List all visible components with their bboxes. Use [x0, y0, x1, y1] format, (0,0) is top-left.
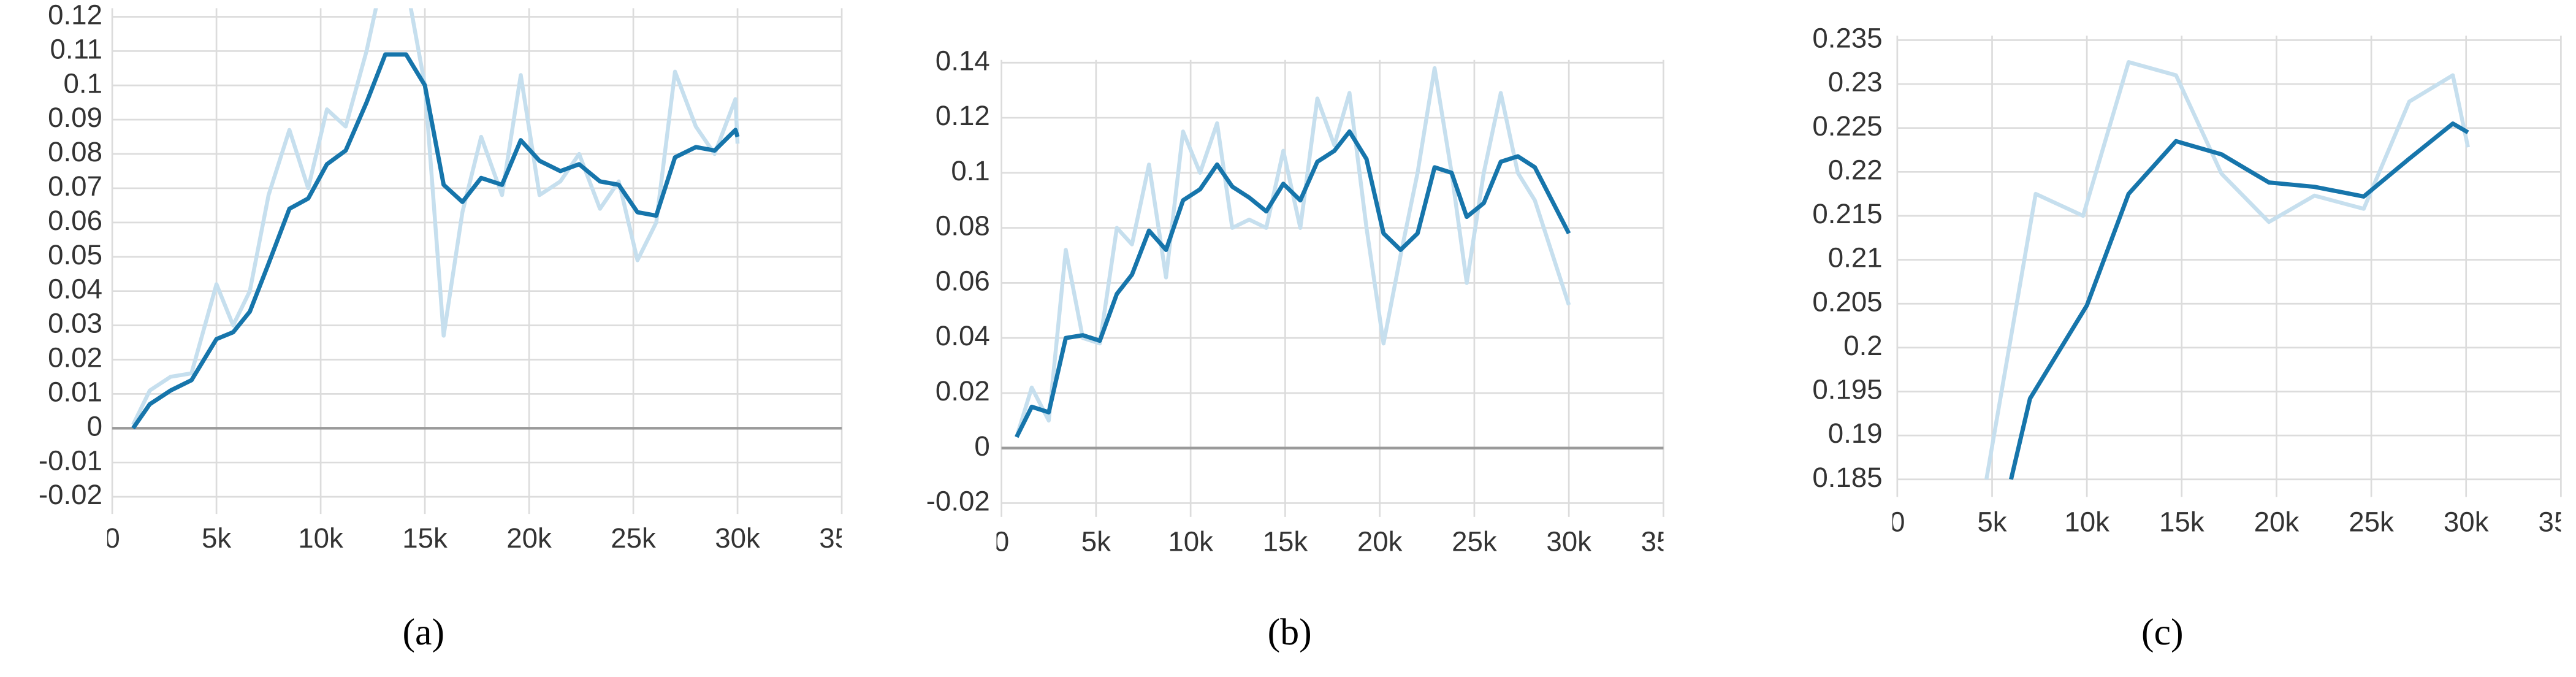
x-tick-labels: 0 5k 10k 15k 20k 25k 30k 35k	[994, 526, 1686, 557]
x-tick-label: 15k	[402, 522, 448, 554]
y-tick-label: 0.01	[48, 376, 102, 407]
x-tick-label: 0	[104, 522, 120, 554]
plot-area	[131, 8, 740, 430]
chart: -0.02-0.0100.010.020.030.040.050.060.070…	[39, 0, 864, 653]
y-tick-label: 0.14	[936, 45, 990, 76]
y-tick-label: 0.195	[1812, 374, 1882, 405]
y-tick-label: 0	[974, 430, 989, 462]
series-line	[1984, 60, 2470, 480]
y-tick-label: 0.23	[1828, 66, 1883, 98]
series-line	[1015, 129, 1571, 438]
x-tick-label: 30k	[2444, 506, 2489, 537]
caption: (a)	[402, 611, 444, 653]
x-tick-label: 25k	[611, 522, 656, 554]
x-tick-label: 35k	[1641, 526, 1686, 557]
caption: (c)	[2141, 611, 2184, 653]
x-tick-label: 10k	[1168, 526, 1213, 557]
y-tick-label: 0.04	[936, 320, 990, 351]
y-tick-label: 0.12	[48, 0, 102, 30]
y-tick-label: 0.1	[64, 67, 102, 99]
y-tick-label: 0.06	[936, 265, 990, 296]
x-tick-label: 5k	[1081, 526, 1111, 557]
grid	[1000, 59, 1664, 517]
x-tick-label: 25k	[2349, 506, 2394, 537]
x-tick-labels: 0 5k 10k 15k 20k 25k 30k 35k	[1889, 506, 2576, 537]
series-line	[131, 52, 740, 430]
y-tick-label: 0.02	[936, 375, 990, 407]
y-tick-label: 0.2	[1843, 330, 1882, 361]
y-tick-label: 0.22	[1828, 154, 1883, 185]
y-tick-label: 0.09	[48, 102, 102, 133]
y-tick-label: 0.12	[936, 100, 990, 131]
y-tick-label: 0.21	[1828, 242, 1883, 273]
y-tick-label: 0.225	[1812, 110, 1882, 142]
y-tick-label: -0.01	[39, 445, 102, 476]
y-tick-label: 0.07	[48, 170, 102, 202]
x-tick-label: 20k	[2254, 506, 2300, 537]
y-tick-label: 0	[87, 410, 102, 442]
y-tick-label: 0.05	[48, 239, 102, 270]
x-tick-label: 35k	[2539, 506, 2576, 537]
x-tick-label: 5k	[202, 522, 231, 554]
y-tick-label: 0.02	[48, 342, 102, 373]
x-tick-label: 30k	[1546, 526, 1591, 557]
y-tick-label: 0.235	[1812, 23, 1882, 54]
series-line	[1015, 66, 1571, 438]
y-tick-label: 0.185	[1812, 462, 1882, 493]
x-tick-labels: 0 5k 10k 15k 20k 25k 30k 35k	[104, 522, 864, 554]
x-tick-label: 0	[994, 526, 1009, 557]
y-tick-label: 0.19	[1828, 418, 1883, 449]
grid	[1896, 36, 2562, 497]
y-tick-label: -0.02	[926, 486, 990, 517]
grid	[111, 8, 843, 514]
y-tick-label: 0.08	[936, 210, 990, 242]
chart: 0.185 0.19 0.195 0.2 0.205 0.21 0.215 0.22 0.225…	[1812, 23, 2576, 653]
series-line	[2009, 121, 2469, 480]
y-tick-label: 0.06	[48, 205, 102, 236]
y-tick-label: 0.03	[48, 308, 102, 339]
x-tick-label: 15k	[2159, 506, 2204, 537]
x-tick-label: 5k	[1977, 506, 2006, 537]
x-tick-label: 20k	[506, 522, 552, 554]
series-line	[131, 8, 740, 426]
x-tick-label: 15k	[1263, 526, 1308, 557]
y-tick-label: 0.1	[951, 155, 989, 186]
y-tick-label: 0.04	[48, 273, 102, 305]
x-tick-label: 25k	[1452, 526, 1497, 557]
y-tick-label: 0.08	[48, 136, 102, 167]
x-tick-label: 20k	[1357, 526, 1403, 557]
y-tick-label: -0.02	[39, 479, 102, 510]
x-tick-label: 10k	[2064, 506, 2109, 537]
y-tick-label: 0.205	[1812, 286, 1882, 317]
x-tick-label: 0	[1889, 506, 1905, 537]
y-tick-label: 0.215	[1812, 198, 1882, 229]
plot-area	[1015, 66, 1571, 438]
x-tick-label: 10k	[298, 522, 343, 554]
x-tick-label: 30k	[715, 522, 760, 554]
plot-area	[1984, 60, 2470, 480]
x-tick-label: 35k	[819, 522, 864, 554]
caption: (b)	[1268, 611, 1312, 653]
y-tick-label: 0.11	[50, 33, 102, 64]
